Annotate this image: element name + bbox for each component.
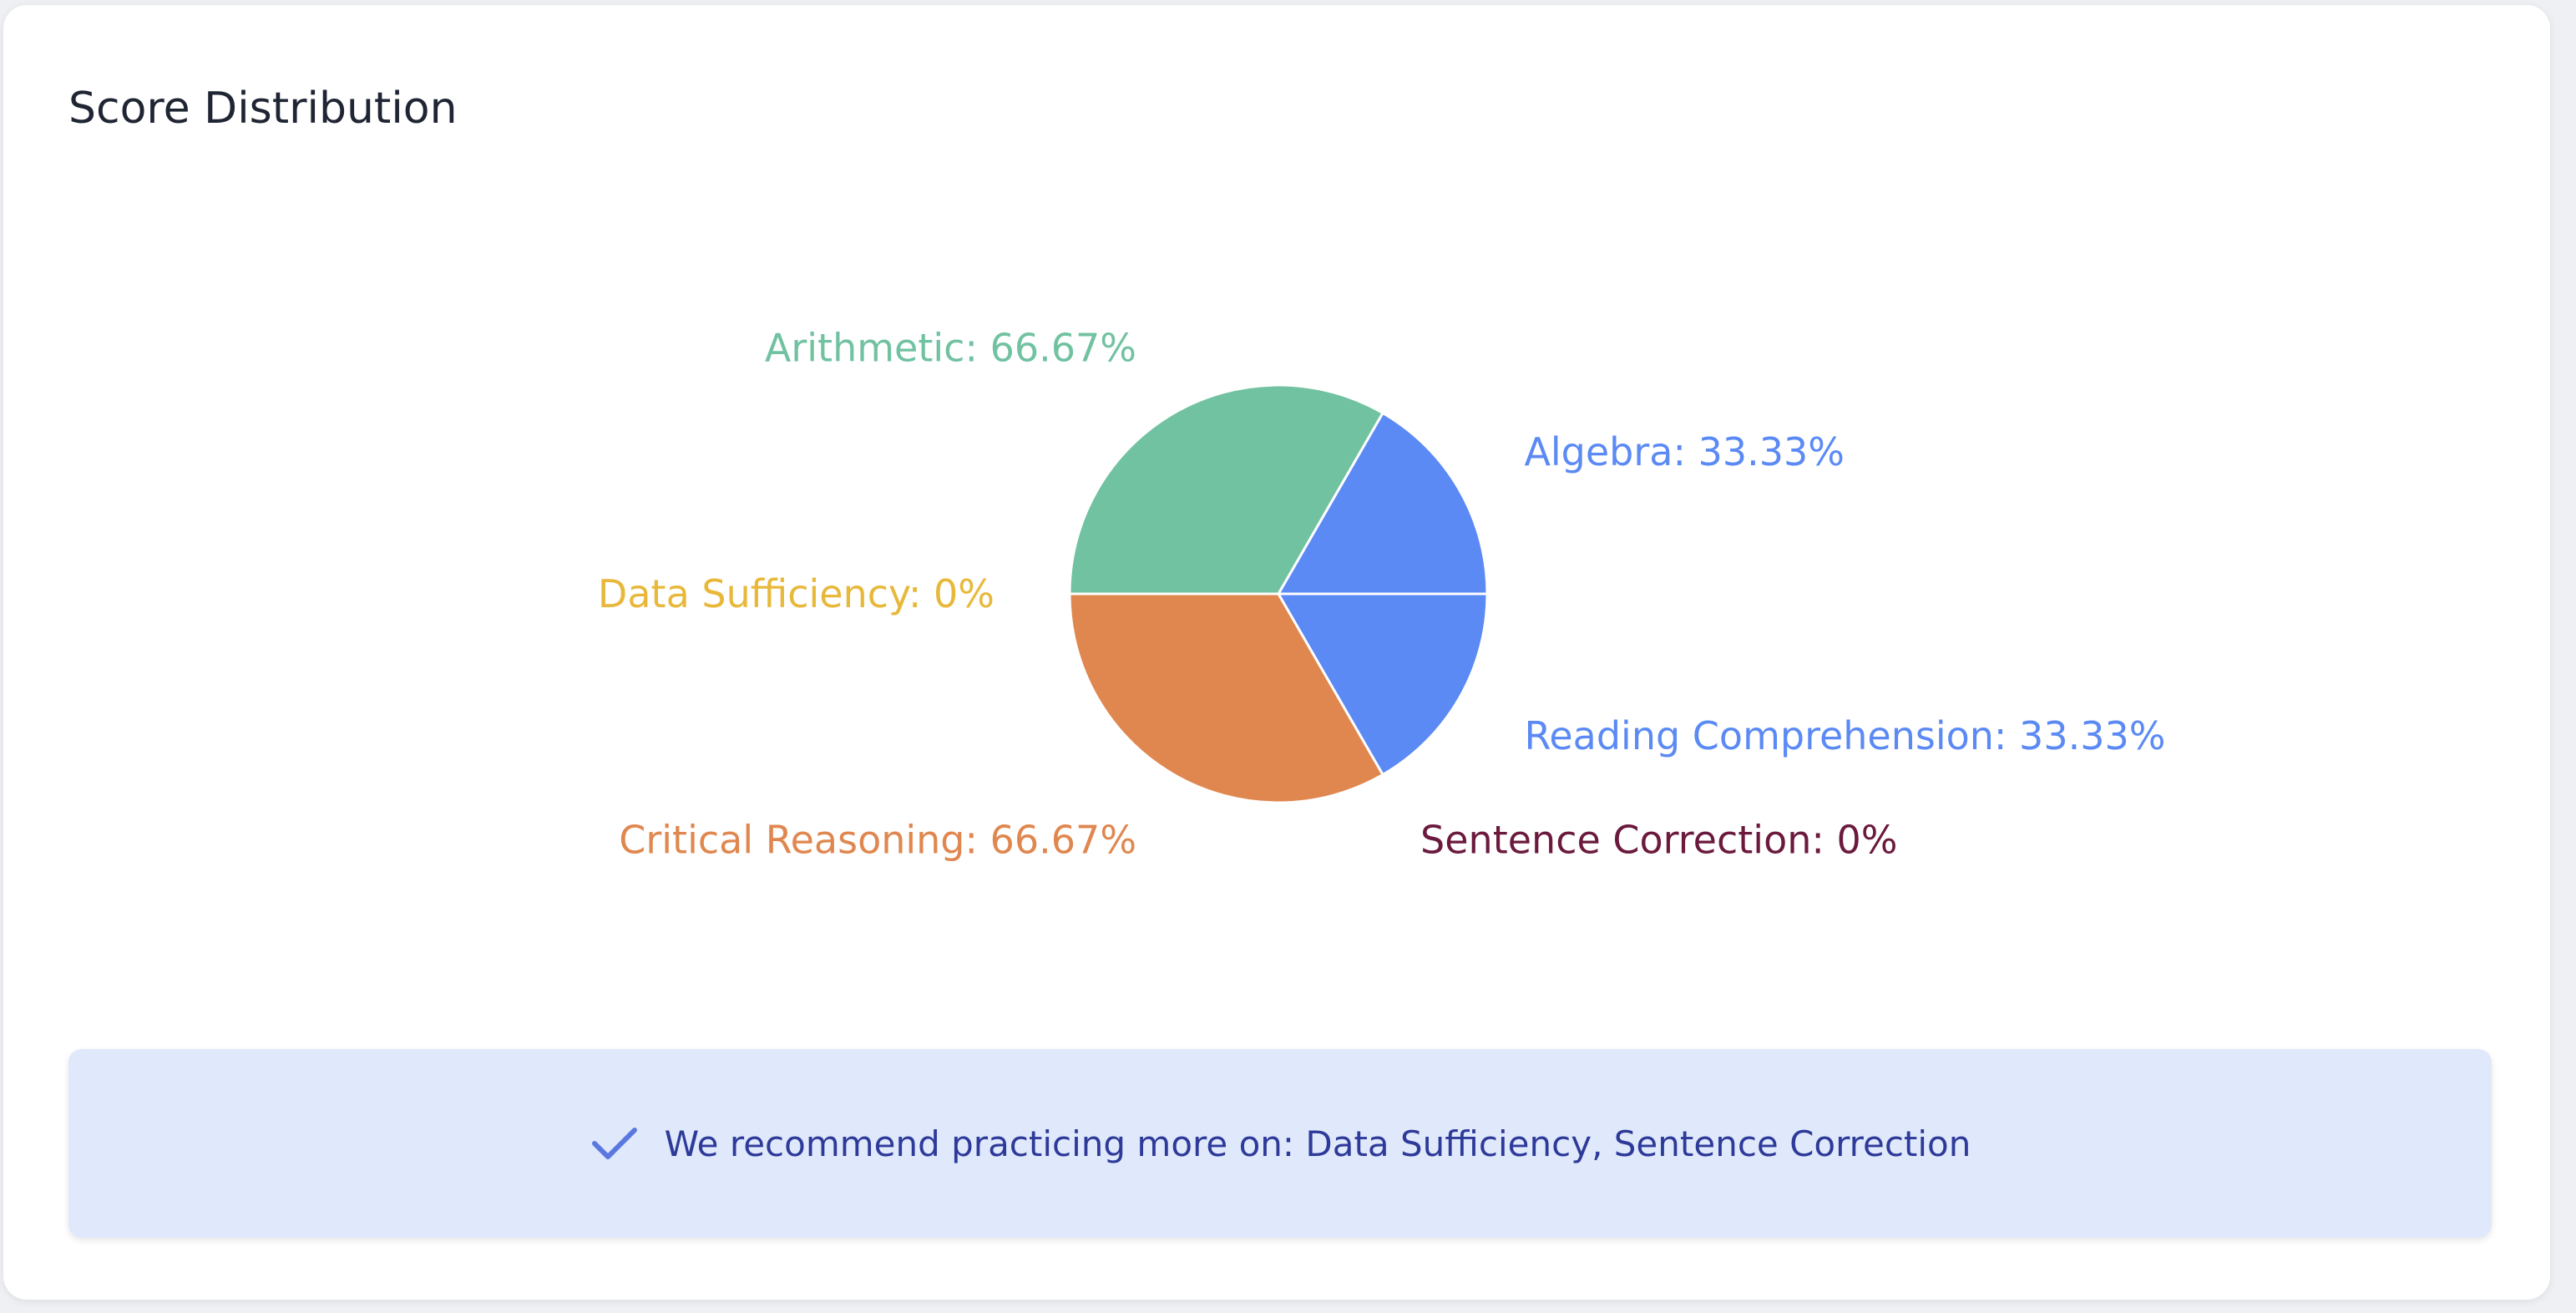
pie-slice-arithmetic[interactable] <box>1068 383 1385 596</box>
pie-chart: Algebra: 33.33% Reading Comprehension: 33… <box>598 326 2166 863</box>
slice-label-algebra: Algebra: 33.33% <box>1524 429 1845 474</box>
check-icon <box>591 1128 637 1159</box>
pie-slice-critical-reasoning[interactable] <box>1068 592 1385 804</box>
recommendation-text: We recommend practicing more on: Data Su… <box>664 1123 1971 1164</box>
pie-slice-algebra[interactable] <box>1276 411 1489 596</box>
slice-label-reading-comprehension: Reading Comprehension: 33.33% <box>1524 713 2165 758</box>
slice-label-critical-reasoning: Critical Reasoning: 66.67% <box>619 817 1136 862</box>
card-title: Score Distribution <box>68 84 458 134</box>
score-distribution-card: Score Distribution Algebra: 33.33% Readin… <box>3 5 2550 1300</box>
slice-label-data-sufficiency: Data Sufficiency: 0% <box>598 571 994 616</box>
recommendation-banner: We recommend practicing more on: Data Su… <box>68 1049 2492 1238</box>
slice-label-sentence-correction: Sentence Correction: 0% <box>1420 817 1897 862</box>
slice-label-arithmetic: Arithmetic: 66.67% <box>765 326 1136 371</box>
pie-slice-reading-comprehension[interactable] <box>1276 592 1489 777</box>
